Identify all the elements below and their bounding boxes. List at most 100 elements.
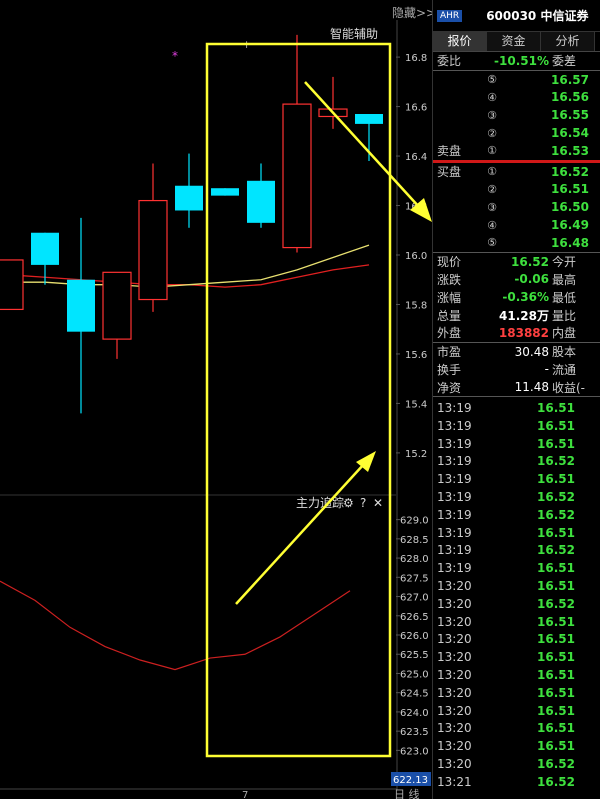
tick-row: 13:19 16.51 <box>433 559 600 577</box>
ind-tick-label: 623.5 <box>400 727 429 738</box>
y-tick-label: 16.8 <box>405 53 427 64</box>
tick-price: 16.51 <box>537 418 575 433</box>
stock-chart: 隐藏>> 智能辅助 * + 16.816.616.416.216.015.815… <box>0 6 432 799</box>
candlesticks <box>0 34 383 414</box>
sell-row: ④ 16.56 <box>433 89 600 107</box>
arrowhead-1 <box>410 198 432 222</box>
stat2-value: 30.48 <box>514 344 549 359</box>
buy-orders: 买盘 ① 16.52 ② 16.51 ③ 16.50 ④ 16.49 ⑤ 16.48 <box>433 163 600 252</box>
sell-level: ④ <box>487 90 497 104</box>
tick-price: 16.51 <box>537 579 575 593</box>
stock-code: 600030 中信证券 <box>486 9 589 23</box>
weibi-label: 委比 <box>437 54 462 69</box>
tick-price: 16.51 <box>537 685 575 700</box>
sell-price: 16.57 <box>551 72 589 87</box>
tick-time: 13:19 <box>437 561 472 576</box>
sell-level: ⑤ <box>487 73 497 87</box>
sell-price: 16.55 <box>551 108 589 123</box>
tab-analysis[interactable]: 分析 <box>541 32 595 51</box>
tick-price: 16.51 <box>537 525 575 540</box>
candle-body <box>0 259 24 311</box>
moving-averages <box>0 244 370 288</box>
tick-row: 13:19 16.51 <box>433 417 600 435</box>
stat-value: -0.06 <box>514 272 549 287</box>
help-icon[interactable]: ? <box>360 496 366 510</box>
buy-row: ④ 16.49 <box>433 216 600 234</box>
stat2-extra: 流通 <box>552 362 577 377</box>
buy-row: ② 16.51 <box>433 181 600 199</box>
current-value-text: 622.13 <box>393 775 428 786</box>
y-tick-label: 15.6 <box>405 350 427 361</box>
bid-ask-divider <box>433 159 600 163</box>
tick-row: 13:19 16.52 <box>433 488 600 506</box>
ind-tick-label: 626.0 <box>400 631 429 642</box>
tick-price: 16.51 <box>537 401 575 416</box>
buy-row: 买盘 ① 16.52 <box>433 163 600 181</box>
tick-time: 13:19 <box>437 507 472 522</box>
ma-yellow-line <box>0 244 370 288</box>
stat-value: -0.36% <box>502 290 549 305</box>
buy-level: ③ <box>487 200 497 214</box>
buy-price: 16.51 <box>551 182 589 197</box>
stat-label: 涨跌 <box>437 272 462 287</box>
tick-time: 13:20 <box>437 579 472 593</box>
tick-row: 13:19 16.52 <box>433 506 600 524</box>
tick-price: 16.52 <box>537 756 575 771</box>
ind-tick-label: 628.0 <box>400 554 429 565</box>
sell-row: ⑤ 16.57 <box>433 71 600 89</box>
tick-time: 13:20 <box>437 650 472 665</box>
tick-price: 16.51 <box>537 721 575 736</box>
ind-tick-label: 629.0 <box>400 516 429 527</box>
buy-price: 16.50 <box>551 200 589 215</box>
tick-time: 13:19 <box>437 543 472 558</box>
stat2-label: 市盈 <box>437 345 462 360</box>
stat-row: 涨幅 -0.36% 最低 <box>433 288 600 306</box>
y-tick-label: 15.8 <box>405 300 427 311</box>
candle-body <box>355 114 383 124</box>
annotation-arrow-1 <box>304 81 421 209</box>
tick-row: 13:20 16.51 <box>433 613 600 631</box>
gear-icon[interactable]: ⚙ <box>343 496 354 510</box>
ind-tick-label: 625.5 <box>400 650 429 661</box>
hide-button[interactable]: 隐藏>> <box>392 6 432 20</box>
tick-price: 16.52 <box>537 507 575 522</box>
tick-row: 13:20 16.51 <box>433 648 600 666</box>
candle-body <box>102 271 132 340</box>
tick-row: 13:19 16.51 <box>433 399 600 417</box>
y-tick-label: 16.4 <box>405 152 427 163</box>
indicator-line <box>0 580 351 671</box>
stat-row: 涨跌 -0.06 最高 <box>433 271 600 289</box>
tick-time: 13:19 <box>437 454 472 469</box>
sell-level: ① <box>487 144 497 158</box>
weicha-label: 委差 <box>552 54 577 69</box>
tick-price: 16.52 <box>537 774 575 789</box>
current-value-badge <box>391 772 431 786</box>
arrowhead-2 <box>356 451 376 472</box>
stat-label: 总量 <box>437 308 462 323</box>
sell-row: 卖盘 ① 16.53 <box>433 142 600 160</box>
tick-row: 13:20 16.51 <box>433 577 600 595</box>
buy-level: ② <box>487 182 497 196</box>
tab-quote[interactable]: 报价 <box>433 32 487 51</box>
tick-price: 16.51 <box>537 632 575 647</box>
stat2-value: - <box>544 362 549 377</box>
tab-funds[interactable]: 资金 <box>487 32 541 51</box>
x-axis-label: 7 <box>242 790 248 799</box>
tick-time: 13:20 <box>437 632 472 647</box>
tick-time: 13:19 <box>437 472 472 487</box>
candle-body <box>247 180 275 223</box>
ind-tick-label: 626.5 <box>400 612 429 623</box>
buy-row: ⑤ 16.48 <box>433 234 600 252</box>
tick-time: 13:19 <box>437 418 472 433</box>
candle-body <box>67 279 95 332</box>
sell-row: ③ 16.55 <box>433 106 600 124</box>
tick-row: 13:20 16.51 <box>433 737 600 755</box>
buy-level: ⑤ <box>487 236 497 250</box>
tick-row: 13:19 16.52 <box>433 453 600 471</box>
close-icon[interactable]: ✕ <box>373 496 383 510</box>
stat2-row: 净资 11.48 收益(- <box>433 378 600 396</box>
period-label[interactable]: 日 线 <box>394 787 420 799</box>
smart-assist-label[interactable]: 智能辅助 <box>330 26 378 41</box>
tick-time: 13:21 <box>437 774 472 789</box>
ind-tick-label: 627.0 <box>400 593 429 604</box>
